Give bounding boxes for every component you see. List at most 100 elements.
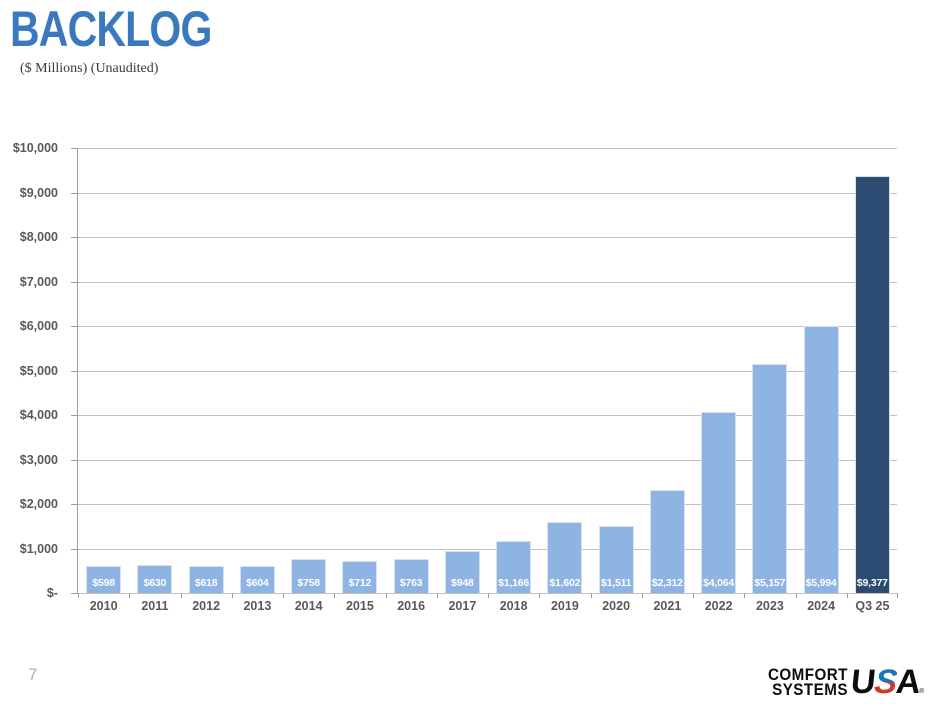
x-axis-tick (539, 593, 541, 598)
logo-letter-a: A (894, 663, 922, 702)
y-axis-label: $3,000 (19, 452, 58, 467)
y-axis-tick (71, 593, 78, 594)
y-axis-tick (71, 459, 78, 461)
bar-value-label: $758 (297, 577, 320, 589)
bar-value-label: $1,166 (498, 577, 530, 589)
x-axis-tick (641, 593, 643, 598)
y-axis-label: $5,000 (19, 363, 58, 378)
logo-word-systems: SYSTEMS (772, 680, 849, 699)
logo-word-comfort: COMFORT (768, 665, 849, 684)
chart-subtitle: ($ Millions) (Unaudited) (20, 61, 159, 76)
bar-value-label: $618 (194, 577, 218, 589)
logo-letter-u: U (849, 663, 877, 702)
gridline (78, 415, 897, 416)
registered-trademark-icon: ® (918, 688, 924, 696)
x-axis-label: 2017 (448, 599, 477, 613)
x-axis-label: 2022 (704, 599, 733, 613)
comfort-systems-usa-logo: COMFORT SYSTEMS U S A ® (761, 663, 925, 702)
gridline (78, 326, 897, 327)
x-axis-tick (231, 593, 233, 598)
x-axis-tick (283, 593, 284, 598)
x-axis-tick (334, 593, 336, 598)
y-axis-tick (71, 237, 78, 238)
bar-value-label: $598 (92, 577, 115, 589)
y-axis-tick (71, 504, 78, 505)
x-axis-label: 2012 (192, 599, 221, 613)
bar (239, 566, 275, 593)
backlog-bar-chart: $10,000 $9,000 $8,000 $7,000 $6,000 $5,000 $4,… (13, 141, 898, 613)
x-axis-label: 2016 (397, 599, 426, 613)
bar (342, 561, 378, 593)
page-number: 7 (28, 665, 38, 684)
bar-value-label: $1,602 (549, 577, 581, 589)
bar-value-label: $604 (246, 577, 269, 589)
y-axis-label: $4,000 (19, 408, 58, 422)
x-axis-label: 2015 (345, 599, 374, 613)
bar (854, 175, 890, 593)
bar (188, 565, 224, 593)
bar-value-label: $948 (451, 577, 474, 589)
gridline (78, 459, 897, 461)
bar-value-label: $630 (143, 577, 167, 589)
bar-value-label: $1,511 (600, 577, 632, 589)
y-axis-label: $7,000 (19, 274, 58, 289)
x-axis-label: 2020 (602, 599, 631, 613)
x-axis-label: 2013 (243, 599, 272, 613)
bar (496, 541, 532, 593)
gridline (78, 370, 897, 372)
gridline (78, 504, 897, 505)
y-axis-label: $10,000 (12, 141, 58, 155)
bar (86, 566, 122, 593)
logo-company-name: COMFORT SYSTEMS (761, 665, 849, 699)
y-axis-tick (71, 370, 78, 372)
x-axis-label: 2023 (755, 599, 784, 613)
x-axis-tick (385, 593, 387, 598)
bar-value-label: $2,312 (651, 577, 683, 589)
y-axis-tick (71, 281, 78, 283)
x-axis-label: 2011 (141, 599, 169, 613)
gridline (78, 281, 897, 283)
bar-value-label: $4,064 (703, 577, 735, 589)
gridline (78, 548, 897, 550)
y-axis-tick (71, 192, 78, 194)
x-axis-label: 2018 (499, 599, 528, 613)
bar (444, 550, 480, 593)
x-axis-tick (78, 593, 79, 598)
bar (803, 326, 839, 593)
gridline (78, 593, 897, 594)
x-axis-tick (180, 593, 182, 598)
x-axis-label: 2024 (807, 599, 836, 613)
y-axis-label: $9,000 (19, 185, 58, 200)
bar (137, 564, 173, 593)
y-axis-tick (71, 326, 78, 327)
y-axis-label: $6,000 (19, 319, 58, 333)
page-title: BACKLOG (10, 1, 212, 57)
y-axis-label: $2,000 (19, 497, 58, 511)
y-axis-label: $- (46, 586, 58, 600)
bar-value-label: $5,994 (805, 577, 837, 589)
gridline (78, 192, 897, 194)
bar-value-label: $9,377 (856, 577, 888, 589)
bar-value-label: $712 (348, 577, 372, 589)
bar (752, 363, 788, 593)
gridline (78, 148, 897, 149)
x-axis-tick (795, 593, 797, 598)
x-axis-label: 2021 (653, 599, 682, 613)
x-axis-tick (846, 593, 848, 598)
x-axis-tick (897, 593, 898, 598)
gridline (78, 237, 897, 238)
bar-value-label: $763 (399, 577, 423, 589)
logo-usa-mark: U S A ® (849, 663, 925, 702)
x-axis-tick (693, 593, 694, 598)
bar (649, 490, 685, 593)
x-axis-tick (488, 593, 489, 598)
bar-value-label: $5,157 (754, 577, 786, 589)
y-axis-tick (71, 148, 78, 149)
x-axis-tick (744, 593, 746, 598)
x-axis-tick (129, 593, 131, 598)
y-axis-label: $8,000 (19, 230, 58, 244)
y-axis-tick (71, 415, 78, 416)
bar (598, 525, 634, 593)
x-axis-label: 2014 (294, 599, 323, 613)
